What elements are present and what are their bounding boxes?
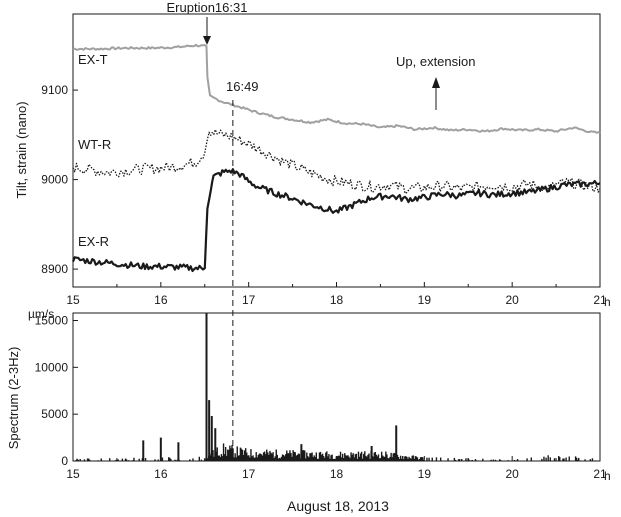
- time-1649-annotation: 16:49: [226, 79, 259, 94]
- series-label-wt-r: WT-R: [78, 137, 111, 152]
- spectrum-x-tick-label: 16: [154, 467, 168, 481]
- tilt-plot-frame: [72, 13, 601, 288]
- tilt-x-tick-label: 19: [418, 293, 432, 307]
- tilt-y-axis-label: Tilt, strain (nano): [14, 101, 29, 198]
- tilt-x-unit: h: [604, 295, 611, 309]
- spectrum-y-tick-label: 15000: [35, 313, 69, 327]
- tilt-y-ticks: 8900 9000 9100: [41, 83, 78, 276]
- spectrum-y-tick-label: 10000: [35, 360, 69, 374]
- spectrum-y-axis-label: Spectrum (2-3Hz): [6, 347, 21, 450]
- tilt-x-tick-label: 18: [330, 293, 344, 307]
- tilt-x-tick-label: 16: [154, 293, 168, 307]
- spectrum-x-tick-label: 17: [242, 467, 256, 481]
- tilt-series-group: [71, 43, 601, 273]
- tilt-x-tick-label: 21: [593, 293, 607, 307]
- tilt-y-tick-label: 9100: [41, 83, 68, 97]
- spectrum-y-tick-label: 0: [61, 454, 68, 468]
- series-label-ex-t: EX-T: [78, 52, 108, 67]
- spectrum-unit-label: µm/s: [28, 307, 54, 321]
- spectrum-x-tick-label: 19: [418, 467, 432, 481]
- tilt-x-tick-label: 15: [66, 293, 80, 307]
- spectrum-x-tick-label: 15: [66, 467, 80, 481]
- x-axis-label: August 18, 2013: [287, 498, 389, 514]
- spectrum-y-tick-label: 5000: [41, 407, 68, 421]
- eruption-annotation: Eruption16:31: [167, 0, 248, 15]
- series-line-ex-r: [71, 168, 601, 273]
- spectrum-x-unit: h: [604, 469, 611, 483]
- tilt-x-ticks: 15 16 17 18 19 20 21: [66, 282, 607, 307]
- up-arrow-icon: [432, 77, 440, 110]
- tilt-panel: 8900 9000 9100 15 16 17 18 19 20 21 Tilt, strain…: [14, 0, 611, 309]
- spectrum-x-tick-label: 20: [505, 467, 519, 481]
- series-line-ex-t: [72, 43, 601, 134]
- spectrum-x-tick-label: 21: [593, 467, 607, 481]
- spectrum-x-tick-label: 18: [330, 467, 344, 481]
- spectrum-bars-group: [75, 313, 597, 461]
- tilt-x-tick-label: 20: [505, 293, 519, 307]
- series-label-ex-r: EX-R: [78, 234, 109, 249]
- eruption-arrow-icon: [203, 17, 211, 45]
- spectrum-y-ticks: 0 5000 10000 15000: [35, 313, 78, 468]
- series-line-wt-r: [72, 128, 601, 195]
- tilt-y-tick-label: 9000: [41, 173, 68, 187]
- spectrum-x-ticks: 15 16 17 18 19 20 21: [66, 456, 607, 481]
- tilt-x-tick-label: 17: [242, 293, 256, 307]
- spectrum-panel: 0 5000 10000 15000 15 16 17 18 19 20 21 µm/s Spec…: [6, 307, 611, 483]
- tilt-y-tick-label: 8900: [41, 262, 68, 276]
- spectrum-plot-frame: [72, 312, 601, 462]
- up-extension-annotation: Up, extension: [396, 54, 476, 69]
